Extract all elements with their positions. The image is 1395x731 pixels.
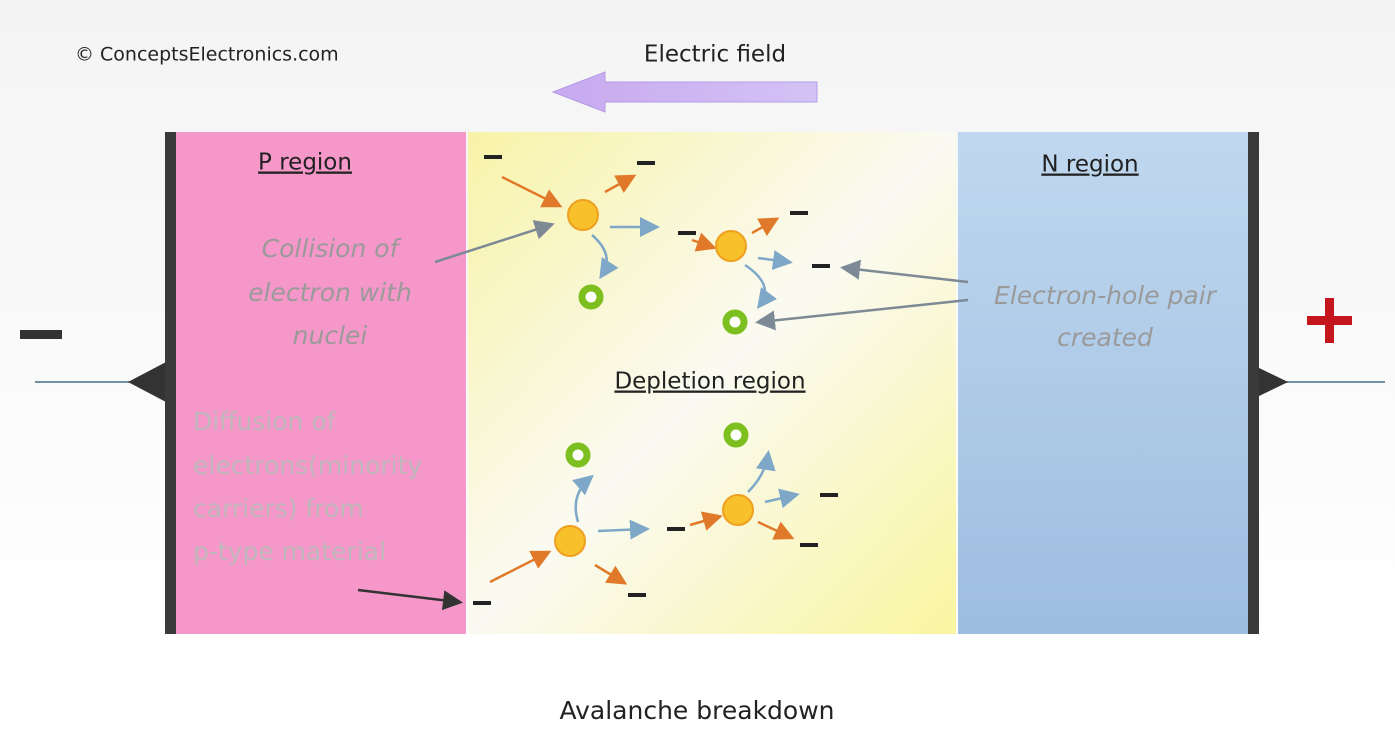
note: carriers) from — [193, 494, 364, 523]
region-label: P region — [258, 150, 352, 176]
field-label: Electric field — [644, 42, 786, 68]
note: Diffusion of — [193, 407, 337, 436]
note: p-type material — [193, 537, 386, 566]
region-label: N region — [1041, 152, 1138, 178]
note: Collision of — [262, 234, 402, 263]
diagram: © ConceptsElectronics.com Electric field… — [0, 0, 1395, 727]
copyright: © ConceptsElectronics.com — [75, 44, 339, 66]
plus-sign — [1325, 298, 1334, 343]
electrode — [165, 132, 176, 634]
note: Electron-hole pair — [994, 281, 1218, 310]
electrode — [1248, 132, 1259, 634]
n-region — [958, 132, 1248, 634]
minus-sign — [20, 330, 62, 339]
note: electrons(minority — [193, 451, 422, 480]
region-label: Depletion region — [614, 369, 805, 395]
note: nuclei — [293, 321, 368, 350]
note: created — [1057, 323, 1153, 352]
note: electron with — [248, 278, 412, 307]
caption: Avalanche breakdown — [559, 696, 834, 725]
